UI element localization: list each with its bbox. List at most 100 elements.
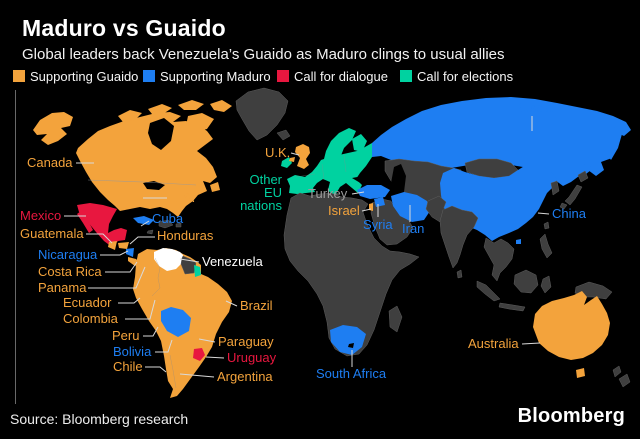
- label-chile: Chile: [113, 359, 143, 374]
- caspian-sea: [391, 164, 406, 196]
- label-guatemala: Guatemala: [20, 226, 84, 241]
- country-south-africa: [330, 325, 366, 355]
- label-iran: Iran: [402, 221, 424, 236]
- label-brazil: Brazil: [240, 298, 273, 313]
- country-taiwan: [543, 221, 550, 230]
- legend-item-dialogue: Call for dialogue: [277, 68, 388, 84]
- label-peru: Peru: [112, 328, 139, 343]
- label-eu-line2: EU: [264, 185, 282, 200]
- island-borneo: [513, 269, 539, 294]
- label-nicaragua: Nicaragua: [38, 247, 98, 262]
- country-uk-nireland: [289, 157, 295, 162]
- country-ireland: [281, 157, 292, 168]
- island-sulawesi: [540, 275, 552, 294]
- country-iceland: [276, 129, 291, 141]
- country-venezuela: [154, 248, 183, 271]
- label-venezuela: Venezuela: [202, 254, 263, 269]
- island-sumatra: [476, 280, 501, 302]
- legend-label-maduro: Supporting Maduro: [160, 68, 271, 84]
- country-australia-tasmania: [576, 368, 585, 378]
- bloomberg-logo: Bloomberg: [517, 405, 625, 427]
- page-title: Maduro vs Guaido: [22, 15, 226, 41]
- country-japan-hokkaido: [577, 170, 589, 183]
- region-continental-europe: [287, 143, 372, 197]
- label-honduras: Honduras: [157, 228, 214, 243]
- sa-border-colombia: [151, 257, 161, 297]
- legend-item-maduro: Supporting Maduro: [143, 68, 271, 84]
- label-colombia: Colombia: [63, 311, 119, 326]
- country-japan-honshu: [564, 184, 583, 206]
- country-russia-kamchatka: [605, 127, 622, 160]
- country-cuba: [133, 216, 154, 225]
- country-new-zealand-north: [612, 365, 622, 378]
- island-jamaica: [146, 229, 154, 235]
- label-south-africa: South Africa: [316, 366, 387, 381]
- region-french-guiana: [194, 265, 201, 277]
- region-indochina: [483, 237, 515, 282]
- legend-label-elections: Call for elections: [417, 68, 514, 84]
- label-syria: Syria: [363, 217, 393, 232]
- leader-lines: [64, 116, 550, 378]
- label-bolivia: Bolivia: [113, 344, 152, 359]
- source-note: Source: Bloomberg research: [10, 411, 189, 427]
- island-newfoundland: [210, 182, 220, 192]
- arctic-island-1: [118, 110, 142, 122]
- map-labels: Canada U.S. Mexico Guatemala Cuba Hondur…: [20, 100, 587, 384]
- country-uk: [295, 144, 310, 169]
- country-uruguay: [193, 348, 205, 361]
- great-lakes: [143, 181, 165, 190]
- island-hispaniola: [158, 219, 174, 229]
- country-sri-lanka: [456, 269, 463, 279]
- country-turkey: [357, 185, 390, 199]
- country-philippines: [539, 233, 553, 259]
- country-guatemala: [108, 241, 117, 250]
- country-bolivia: [161, 307, 191, 337]
- label-china: China: [552, 206, 587, 221]
- region-scandinavia: [323, 128, 356, 167]
- label-us: U.S.: [170, 190, 195, 205]
- legend-label-guaido: Supporting Guaido: [30, 68, 139, 84]
- label-russia: Russia: [513, 100, 554, 115]
- country-honduras: [118, 242, 129, 249]
- label-costa-rica: Costa Rica: [38, 264, 102, 279]
- country-finland: [352, 134, 367, 152]
- region-arabia: [370, 198, 414, 246]
- country-australia: [533, 291, 610, 360]
- europe-border-lines-3: [343, 154, 347, 173]
- island-puerto-rico: [175, 222, 182, 228]
- country-japan-kyushu: [559, 202, 568, 210]
- country-new-zealand-south: [618, 373, 631, 388]
- country-lesotho: [348, 343, 354, 348]
- island-java: [498, 302, 526, 312]
- country-russia-sakhalin: [584, 157, 591, 174]
- country-korea: [550, 180, 560, 196]
- label-argentina: Argentina: [217, 369, 273, 384]
- region-africa: [283, 192, 420, 357]
- us-canada-border: [87, 179, 197, 186]
- region-north-america: [76, 112, 217, 217]
- legend-swatch-elections: [400, 70, 412, 82]
- country-denmark: [330, 166, 336, 171]
- label-israel: Israel: [328, 203, 360, 218]
- label-turkey: Turkey: [308, 186, 348, 201]
- country-syria: [374, 197, 385, 207]
- label-ecuador: Ecuador: [63, 295, 112, 310]
- legend-label-dialogue: Call for dialogue: [294, 68, 388, 84]
- label-eu-line3: nations: [240, 198, 282, 213]
- country-china-hainan: [516, 239, 521, 244]
- country-russia: [372, 97, 631, 186]
- label-uruguay: Uruguay: [227, 350, 277, 365]
- legend-item-guaido: Supporting Guaido: [13, 68, 139, 84]
- arctic-island-2: [148, 104, 172, 114]
- country-india: [439, 205, 479, 269]
- subtitle: Global leaders back Venezuela’s Guaido a…: [22, 46, 505, 63]
- label-canada: Canada: [27, 155, 73, 170]
- black-sea: [352, 175, 390, 186]
- europe-border-lines-2: [321, 163, 325, 181]
- country-mexico: [77, 203, 127, 247]
- arctic-island-3: [178, 100, 204, 110]
- label-mexico: Mexico: [20, 208, 61, 223]
- region-alaska: [33, 112, 73, 145]
- label-uk: U.K.: [265, 145, 290, 160]
